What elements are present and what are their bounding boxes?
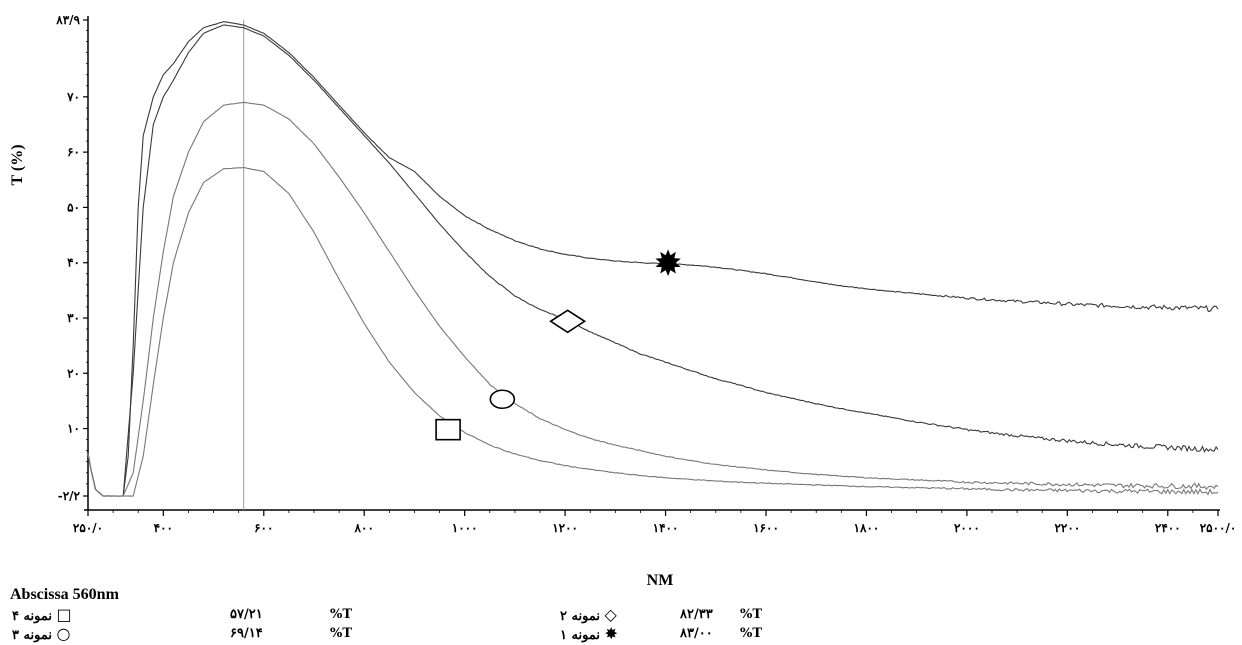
legend-value: ۸۲/۳۳	[680, 606, 713, 624]
y-tick-label: ۵۰	[67, 200, 80, 214]
chart-series-markers	[436, 251, 679, 440]
legend-value: ۵۷/۲۱	[230, 606, 263, 624]
x-tick-label: ۱۴۰۰	[653, 521, 679, 535]
legend-name: نمونه ۲	[560, 609, 600, 624]
x-tick-label: ۲۰۰۰	[954, 521, 980, 535]
series-line-2	[88, 25, 1218, 496]
legend-name: نمونه ۳	[12, 628, 52, 643]
y-tick-label: ۴۰	[67, 256, 80, 270]
legend-entry-sample-3: نمونه ۳ ○	[12, 625, 70, 645]
x-tick-label: ۴۰۰	[154, 521, 173, 535]
x-tick-label: ۲۴۰۰	[1155, 521, 1181, 535]
y-axis-title: T (%)	[9, 144, 26, 185]
x-tick-label: ۱۶۰۰	[753, 521, 779, 535]
diamond-marker-icon	[551, 310, 585, 332]
square-marker-icon: □	[56, 605, 71, 624]
x-tick-label: ۲۵۰/۰	[73, 521, 103, 535]
y-tick-label: ۲۰	[67, 366, 80, 380]
series-line-3	[88, 102, 1218, 496]
x-axis-title: NM	[647, 572, 674, 589]
series-line-4	[88, 168, 1218, 497]
y-tick-label: ۷۰	[66, 90, 80, 104]
legend-value: ۸۳/۰۰	[680, 625, 713, 643]
star-marker-icon: ✸	[604, 624, 617, 643]
legend-unit: %T	[330, 625, 352, 643]
legend-title: Abscissa 560nm	[10, 586, 119, 604]
y-tick-label: ۱۰	[67, 422, 80, 436]
x-tick-label: ۶۰۰	[254, 521, 273, 535]
x-tick-label: ۱۲۰۰	[552, 521, 578, 535]
legend-entry-sample-4: نمونه ۴ □	[12, 606, 72, 626]
circle-marker-icon: ○	[56, 624, 70, 643]
chart-series-lines	[88, 22, 1218, 496]
legend-name: نمونه ۴	[12, 609, 52, 624]
y-tick-label: ۳۰	[67, 311, 80, 325]
x-tick-label: ۲۲۰۰	[1054, 521, 1080, 535]
legend-unit: %T	[740, 625, 762, 643]
legend-unit: %T	[330, 606, 352, 624]
y-tick-label: ۶۰	[67, 145, 80, 159]
legend-name: نمونه ۱	[560, 628, 600, 643]
x-tick-label: ۱۸۰۰	[854, 521, 880, 535]
x-tick-label: ۸۰۰	[354, 521, 374, 535]
legend-entry-sample-2: نمونه ۲ ◇	[560, 606, 617, 626]
legend-entry-sample-1: نمونه ۱ ✸	[560, 625, 618, 645]
series-line-1	[88, 22, 1218, 496]
chart-ticks: -۲/۲ ۱۰ ۲۰ ۳۰ ۴۰ ۵۰ ۶۰ ۷۰ ۸۳/۹ ۲۵۰/۰ ۴۰۰ ۶۰۰ ۸۰۰ ۱۰۰۰…	[55, 13, 1236, 535]
legend-unit: %T	[740, 606, 762, 624]
x-tick-label: ۲۵۰۰/۰	[1200, 521, 1237, 535]
diamond-marker-icon: ◇	[604, 605, 616, 624]
legend-value: ۶۹/۱۴	[230, 625, 263, 643]
square-marker-icon	[436, 420, 460, 440]
y-tick-label: ۸۳/۹	[55, 13, 80, 27]
y-tick-label: -۲/۲	[58, 489, 81, 503]
star-marker-icon	[657, 251, 680, 275]
x-tick-label: ۱۰۰۰	[452, 521, 478, 535]
circle-marker-icon	[490, 390, 514, 408]
